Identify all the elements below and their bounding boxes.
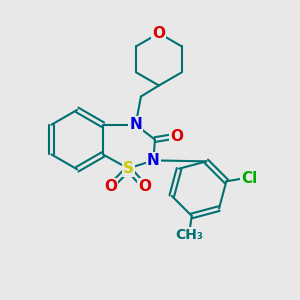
Text: CH₃: CH₃ — [176, 228, 203, 242]
Text: S: S — [123, 161, 134, 176]
Text: N: N — [147, 153, 160, 168]
Text: O: O — [170, 128, 183, 143]
Text: O: O — [104, 179, 117, 194]
Text: O: O — [152, 26, 165, 41]
Text: N: N — [129, 117, 142, 132]
Text: O: O — [138, 179, 151, 194]
Text: Cl: Cl — [241, 171, 257, 186]
